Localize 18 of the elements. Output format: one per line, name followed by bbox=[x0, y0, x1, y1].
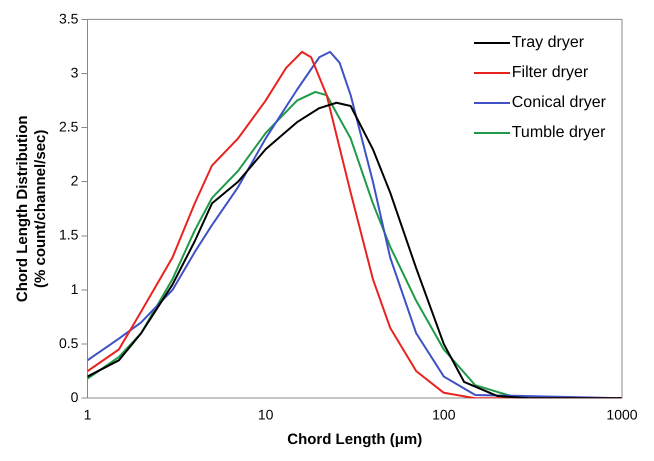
x-tick-label: 10 bbox=[258, 406, 274, 422]
x-tick-label: 1 bbox=[84, 406, 92, 422]
y-tick-label: 3 bbox=[70, 64, 79, 80]
legend-label: Filter dryer bbox=[512, 63, 588, 83]
y-tick-label: 2 bbox=[70, 172, 79, 189]
y-tick-label: 2.5 bbox=[58, 118, 79, 134]
y-tick-label: 0 bbox=[70, 389, 79, 406]
x-tick-label: 1000 bbox=[606, 406, 638, 422]
y-tick-label: 1.5 bbox=[58, 226, 79, 243]
x-tick-label: 100 bbox=[432, 406, 456, 422]
y-tick-label: 0.5 bbox=[58, 334, 79, 351]
y-tick-label: 1 bbox=[70, 280, 79, 297]
legend-label: Conical dryer bbox=[512, 93, 606, 113]
y-tick-label: 3.5 bbox=[58, 10, 79, 26]
legend-label: Tumble dryer bbox=[512, 123, 606, 143]
y-axis-title: Chord Length Distribution (% count/channel/sec) bbox=[14, 115, 50, 302]
x-axis-title: Chord Length (μm) bbox=[287, 431, 422, 448]
legend-label: Tray dryer bbox=[512, 33, 584, 53]
